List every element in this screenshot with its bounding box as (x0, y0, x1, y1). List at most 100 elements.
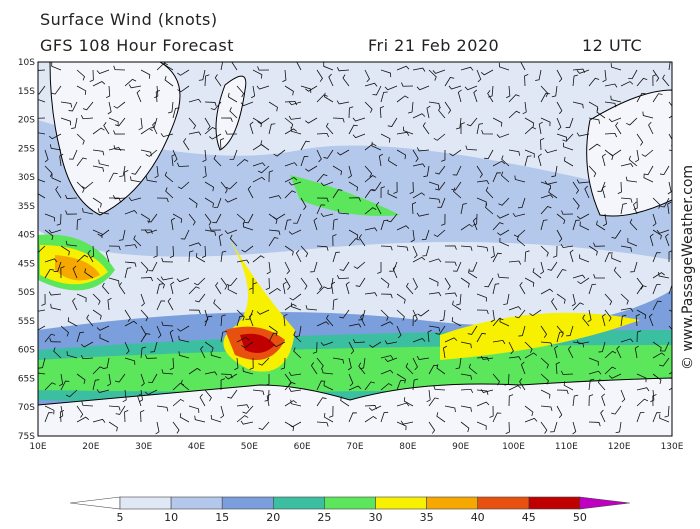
wind-barb (258, 421, 270, 430)
wind-barb (316, 69, 323, 82)
wind-barb (320, 341, 334, 346)
wind-barb (213, 155, 222, 167)
wind-barb (188, 250, 194, 263)
wind-barb (124, 170, 129, 183)
wind-barb (44, 213, 55, 222)
wind-barb (514, 309, 526, 319)
wind-barb (554, 345, 559, 359)
wind-barb (364, 189, 375, 199)
wind-barb (444, 261, 457, 267)
wind-barb (242, 367, 254, 375)
wind-barb (396, 373, 406, 384)
wind-barb (178, 351, 190, 359)
wind-barb (188, 98, 202, 103)
wind-barb (38, 69, 46, 71)
wind-barb (492, 117, 503, 127)
wind-barb (44, 258, 58, 263)
wind-barb (501, 155, 510, 167)
wind-barb (188, 131, 202, 136)
wind-barb (441, 149, 446, 162)
wind-barb (225, 130, 238, 135)
wind-barb (204, 74, 210, 87)
wind-barb (200, 345, 206, 359)
wind-barb (119, 165, 126, 177)
wind-barb (204, 117, 211, 130)
wind-barb (284, 400, 297, 407)
wind-barb (364, 82, 378, 87)
wind-barb (652, 373, 662, 384)
wind-barb (96, 389, 110, 394)
wind-barb (280, 357, 286, 370)
wind-barb (112, 195, 126, 200)
wind-barb (650, 389, 655, 403)
wind-barb (506, 85, 511, 99)
wind-barb (99, 333, 110, 343)
wind-barb (202, 149, 207, 163)
wind-barb (588, 421, 601, 427)
wind-barb (220, 181, 228, 194)
wind-barb (384, 357, 398, 363)
wind-barb (236, 213, 246, 225)
wind-barb (38, 117, 46, 119)
wind-barb (422, 245, 430, 257)
wind-barb (252, 282, 257, 295)
wind-barb (290, 127, 302, 135)
wind-barb (636, 398, 649, 407)
wind-barb (492, 412, 502, 423)
wind-barb (305, 165, 318, 172)
wind-barb (316, 245, 329, 251)
wind-barb (514, 175, 526, 183)
wind-barb (236, 415, 249, 423)
wind-barb (208, 133, 222, 140)
wind-barb (476, 123, 484, 135)
wind-barb (416, 355, 430, 360)
wind-barb (210, 101, 222, 111)
wind-barb (579, 254, 590, 263)
wind-barb (551, 85, 558, 98)
wind-barb (138, 117, 143, 131)
wind-barb (380, 309, 389, 321)
wind-barb (572, 394, 579, 407)
wind-barb (380, 321, 394, 327)
wind-barb (556, 389, 569, 395)
wind-barb (108, 197, 121, 202)
wind-barb (177, 85, 190, 93)
wind-barb (212, 213, 222, 224)
wind-barb (60, 245, 70, 256)
wind-barb (352, 338, 366, 344)
wind-barb (380, 383, 393, 391)
wind-barb (156, 325, 162, 339)
wind-barb (137, 393, 142, 407)
wind-barb (249, 357, 254, 370)
wind-barb (252, 389, 265, 396)
colorbar-segment (221, 496, 274, 510)
wind-barb (332, 117, 345, 123)
wind-barb (480, 69, 494, 76)
wind-barb (44, 229, 54, 240)
wind-barb (540, 261, 545, 275)
wind-barb (460, 122, 465, 135)
wind-barb (332, 189, 343, 199)
wind-barb (652, 352, 666, 359)
wind-barb (153, 245, 158, 258)
lon-label: 10E (29, 442, 46, 452)
wind-barb (433, 385, 446, 391)
wind-barb (540, 206, 552, 215)
lon-label: 100E (502, 442, 525, 452)
wind-barb (348, 229, 359, 240)
wind-barb (400, 420, 414, 425)
wind-barb (387, 189, 398, 199)
wind-barb (188, 367, 201, 375)
wind-barb (289, 293, 302, 301)
wind-barb (284, 190, 296, 199)
wind-barb (642, 111, 654, 119)
wind-barb (44, 149, 49, 163)
wind-barb (443, 345, 448, 359)
wind-barb (60, 117, 72, 126)
wind-barb (648, 121, 654, 135)
wind-barb (140, 410, 145, 423)
wind-barb (576, 132, 590, 137)
wind-barb (492, 339, 506, 345)
wind-barb (55, 186, 62, 199)
wind-barb (136, 89, 142, 103)
